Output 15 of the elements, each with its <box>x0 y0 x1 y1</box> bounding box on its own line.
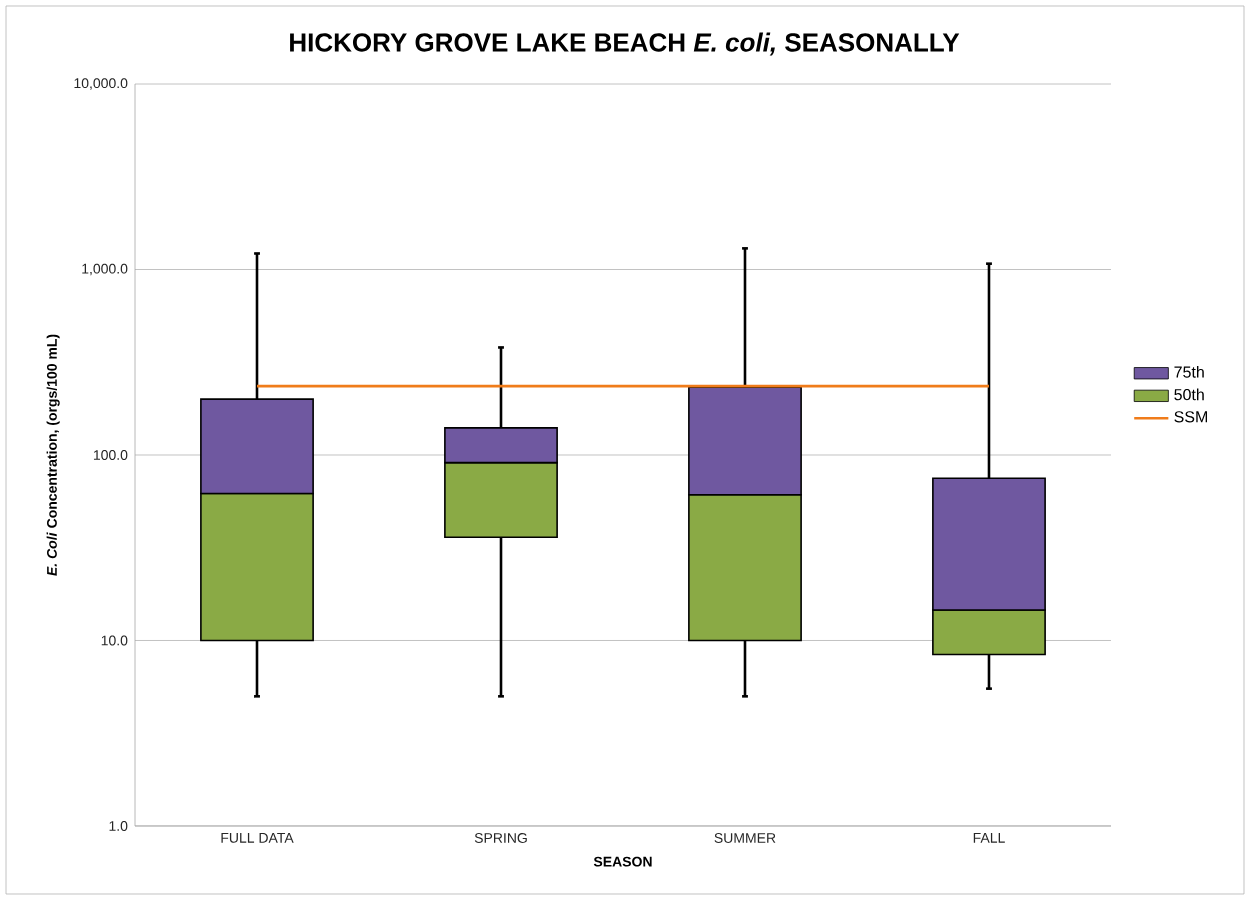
x-tick-label: SPRING <box>474 833 527 843</box>
legend-label: 75th <box>1174 365 1204 378</box>
y-tick-label: 1.0 <box>109 821 128 831</box>
y-tick-label: 1,000.0 <box>82 263 128 276</box>
y-tick-label: 10.0 <box>101 635 128 646</box>
legend-label: SSM <box>1174 411 1208 423</box>
legend-label: 50th <box>1174 388 1204 401</box>
x-tick-label: FULL DATA <box>221 833 294 843</box>
y-axis-title: E. Coli Concentration, (orgs/100 mL) <box>46 334 60 576</box>
y-tick-label: 10,000.0 <box>74 78 128 90</box>
x-tick-label: FALL <box>973 833 1005 843</box>
y-tick-label: 100.0 <box>93 450 128 460</box>
x-axis-title: SEASON <box>593 856 652 867</box>
chart-title: HICKORY GROVE LAKE BEACH E. coli, SEASONALLY <box>290 32 960 56</box>
x-tick-label: SUMMER <box>714 833 776 843</box>
